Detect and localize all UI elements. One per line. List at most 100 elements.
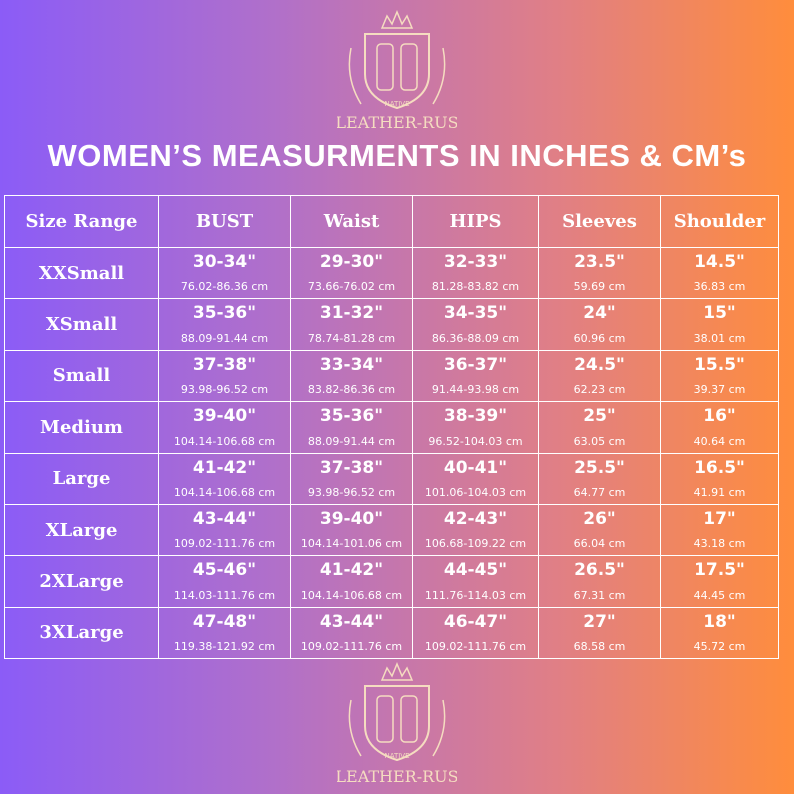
cm-value: 78.74-81.28 cm [307, 331, 396, 345]
inch-value: 34-35" [443, 303, 508, 324]
size-label: XXSmall [5, 248, 159, 300]
cm-value: 101.06-104.03 cm [424, 485, 527, 499]
inch-value: 16.5" [694, 457, 745, 478]
cm-value: 109.02-111.76 cm [300, 640, 403, 654]
table-cell: 35-36" 88.09-91.44 cm [291, 402, 413, 454]
inch-value: 38-39" [443, 406, 508, 427]
table-cell: 30-34" 76.02-86.36 cm [159, 248, 291, 300]
inch-value: 26.5" [574, 560, 625, 581]
size-label: XLarge [5, 504, 159, 557]
table-cell: 23.5" 59.69 cm [539, 248, 661, 300]
logo-brand: LEATHER-RUS [337, 767, 457, 786]
cm-value: 88.09-91.44 cm [180, 331, 269, 345]
cm-value: 104.14-106.68 cm [173, 434, 276, 448]
size-label: XSmall [5, 299, 159, 351]
cm-value: 60.96 cm [573, 331, 626, 345]
logo: NATIVE LEATHER-RUS [337, 10, 457, 132]
table-cell: 47-48" 119.38-121.92 cm [159, 607, 291, 660]
inch-value: 15.5" [694, 354, 745, 375]
cm-value: 41.91 cm [693, 485, 746, 499]
inch-value: 45-46" [192, 560, 257, 581]
inch-value: 47-48" [192, 611, 257, 632]
table-cell: 25.5" 64.77 cm [539, 453, 661, 505]
cm-value: 109.02-111.76 cm [173, 537, 276, 551]
inch-value: 35-36" [192, 303, 257, 324]
title: WOMEN’S MEASURMENTS IN INCHES & CM’s [47, 138, 747, 173]
table-cell: 46-47" 109.02-111.76 cm [413, 607, 539, 660]
inch-value: 27" [583, 611, 616, 632]
cm-value: 83.82-86.36 cm [307, 383, 396, 397]
inch-value: 18" [703, 611, 736, 632]
table-cell: 17.5" 44.45 cm [661, 556, 779, 608]
logo-small: NATIVE [384, 752, 409, 760]
cm-value: 68.58 cm [573, 640, 626, 654]
cm-value: 44.45 cm [693, 588, 746, 602]
table-cell: 26" 66.04 cm [539, 504, 661, 557]
size-label: Medium [5, 402, 159, 454]
table-cell: 24.5" 62.23 cm [539, 350, 661, 403]
cm-value: 36.83 cm [693, 280, 746, 294]
size-label: 3XLarge [5, 607, 159, 660]
inch-value: 29-30" [319, 252, 384, 272]
header-cell: Sleeves [539, 196, 661, 248]
cm-value: 119.38-121.92 cm [173, 640, 276, 654]
cm-value: 96.52-104.03 cm [428, 434, 523, 448]
cm-value: 43.18 cm [693, 537, 746, 551]
table-cell: 16.5" 41.91 cm [661, 453, 779, 505]
table-cell: 37-38" 93.98-96.52 cm [159, 350, 291, 403]
table-cell: 31-32" 78.74-81.28 cm [291, 299, 413, 351]
cm-value: 104.14-106.68 cm [173, 485, 276, 499]
cm-value: 64.77 cm [573, 485, 626, 499]
header-cell: Shoulder [661, 196, 779, 248]
cm-value: 63.05 cm [573, 434, 626, 448]
header-cell: HIPS [413, 196, 539, 248]
cm-value: 39.37 cm [693, 383, 746, 397]
inch-value: 14.5" [694, 252, 745, 272]
inch-value: 17.5" [694, 560, 745, 581]
cm-value: 109.02-111.76 cm [424, 640, 527, 654]
header-cell: Waist [291, 196, 413, 248]
inch-value: 17" [703, 508, 736, 529]
logo: NATIVE LEATHER-RUS [337, 662, 457, 786]
inch-value: 35-36" [319, 406, 384, 427]
cm-value: 76.02-86.36 cm [180, 280, 269, 294]
table-cell: 14.5" 36.83 cm [661, 248, 779, 300]
cm-value: 40.64 cm [693, 434, 746, 448]
logo-small: NATIVE [384, 100, 409, 108]
table-cell: 45-46" 114.03-111.76 cm [159, 556, 291, 608]
logo-brand: LEATHER-RUS [337, 113, 457, 132]
inch-value: 30-34" [192, 252, 257, 272]
inch-value: 33-34" [319, 354, 384, 375]
table-cell: 16" 40.64 cm [661, 402, 779, 454]
cm-value: 62.23 cm [573, 383, 626, 397]
table-cell: 18" 45.72 cm [661, 607, 779, 660]
inch-value: 43-44" [319, 611, 384, 632]
size-label: Large [5, 453, 159, 505]
inch-value: 31-32" [319, 303, 384, 324]
table-cell: 26.5" 67.31 cm [539, 556, 661, 608]
cm-value: 106.68-109.22 cm [424, 537, 527, 551]
table-cell: 41-42" 104.14-106.68 cm [159, 453, 291, 505]
table-cell: 32-33" 81.28-83.82 cm [413, 248, 539, 300]
inch-value: 41-42" [192, 457, 257, 478]
table-cell: 36-37" 91.44-93.98 cm [413, 350, 539, 403]
cm-value: 88.09-91.44 cm [307, 434, 396, 448]
table-cell: 39-40" 104.14-106.68 cm [159, 402, 291, 454]
cm-value: 93.98-96.52 cm [180, 383, 269, 397]
table-cell: 24" 60.96 cm [539, 299, 661, 351]
table-cell: 29-30" 73.66-76.02 cm [291, 248, 413, 300]
table-cell: 38-39" 96.52-104.03 cm [413, 402, 539, 454]
table-cell: 15" 38.01 cm [661, 299, 779, 351]
header-cell: Size Range [5, 196, 159, 248]
size-label: Small [5, 350, 159, 403]
table-cell: 44-45" 111.76-114.03 cm [413, 556, 539, 608]
inch-value: 46-47" [443, 611, 508, 632]
inch-value: 24" [583, 303, 616, 324]
table-cell: 35-36" 88.09-91.44 cm [159, 299, 291, 351]
table-cell: 17" 43.18 cm [661, 504, 779, 557]
cm-value: 66.04 cm [573, 537, 626, 551]
inch-value: 44-45" [443, 560, 508, 581]
size-label: 2XLarge [5, 556, 159, 608]
inch-value: 26" [583, 508, 616, 529]
table-cell: 43-44" 109.02-111.76 cm [159, 504, 291, 557]
